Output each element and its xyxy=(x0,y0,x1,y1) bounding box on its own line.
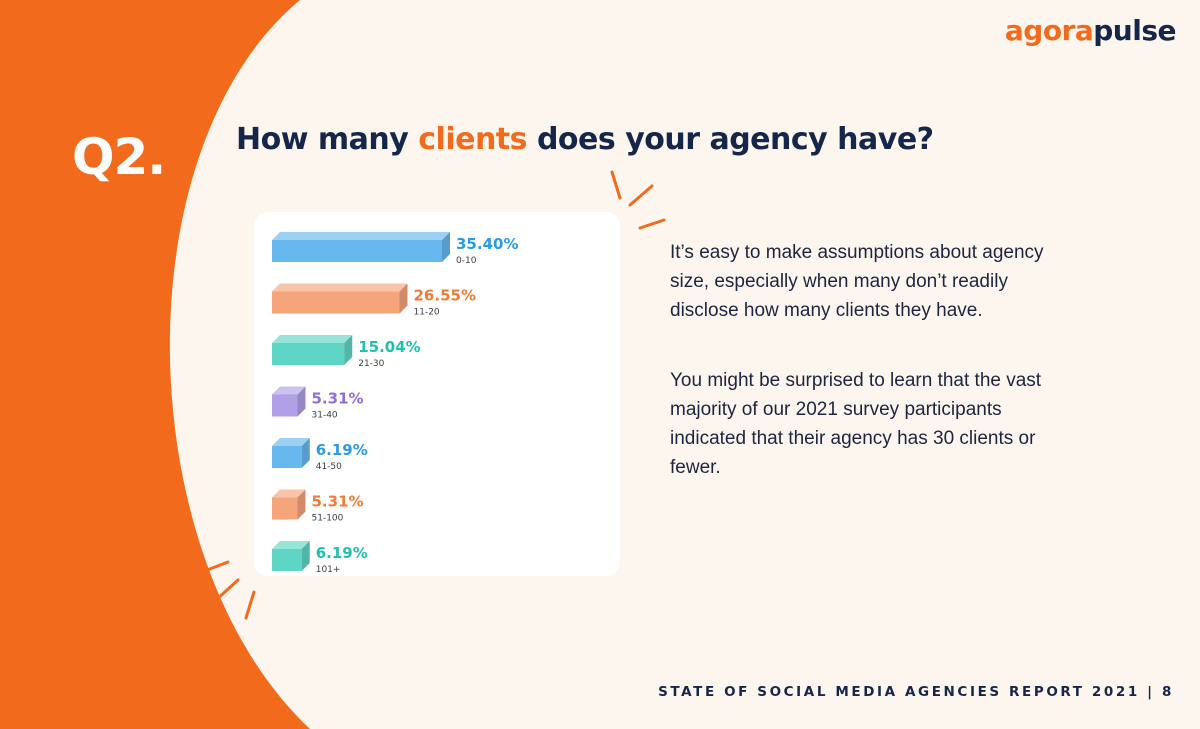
question-number: Q2. xyxy=(72,128,166,186)
bar-top-face xyxy=(272,283,408,292)
body-paragraph-2: You might be surprised to learn that the… xyxy=(670,370,1042,478)
logo-part1: agora xyxy=(1004,14,1094,47)
bar-side-face xyxy=(297,386,306,417)
agorapulse-logo: agorapulse xyxy=(1004,14,1177,47)
title-before: How many xyxy=(236,122,419,157)
value-label: 26.55% xyxy=(414,287,476,305)
bar-front-face xyxy=(272,497,298,520)
bar-top-face xyxy=(272,232,450,240)
bar-front-face xyxy=(272,291,400,314)
bar-11-20: 26.55% 11-20 xyxy=(272,283,476,318)
burst-lines-bottom xyxy=(200,560,256,620)
category-label: 31-40 xyxy=(312,411,338,421)
category-label: 0-10 xyxy=(456,256,477,266)
bar-side-face xyxy=(301,541,310,571)
value-label: 15.04% xyxy=(358,338,420,356)
category-label: 41-50 xyxy=(316,462,342,472)
bar-side-face xyxy=(442,232,450,262)
bar-front-face xyxy=(272,394,298,417)
category-label: 51-100 xyxy=(312,514,344,524)
bar-front-face xyxy=(272,446,302,468)
body-paragraph-1: It’s easy to make assumptions about agen… xyxy=(670,242,1044,321)
bar-top-face xyxy=(272,438,310,446)
page-title: How many clients does your agency have? xyxy=(236,122,934,158)
bar-side-face xyxy=(297,489,306,520)
category-label: 11-20 xyxy=(414,308,440,318)
bar-top-face xyxy=(272,386,306,395)
title-after: does your agency have? xyxy=(527,122,934,157)
bar-side-face xyxy=(344,335,353,365)
chart-card: 35.40% 0-10 26.55% 11-20 15.04% 21-30 5.31% 31-… xyxy=(254,212,620,576)
logo-part2: pulse xyxy=(1093,14,1176,47)
value-label: 5.31% xyxy=(312,493,364,511)
bar-chart: 35.40% 0-10 26.55% 11-20 15.04% 21-30 5.31% 31-… xyxy=(272,232,518,575)
bar-top-face xyxy=(272,541,310,549)
bar-top-face xyxy=(272,489,306,498)
value-label: 35.40% xyxy=(456,235,518,253)
burst-lines-top xyxy=(610,170,666,230)
value-label: 6.19% xyxy=(316,544,368,562)
bar-side-face xyxy=(399,283,408,314)
bar-front-face xyxy=(272,343,345,365)
category-label: 21-30 xyxy=(358,359,384,369)
value-label: 6.19% xyxy=(316,441,368,459)
orange-arc-panel xyxy=(0,0,310,729)
value-label: 5.31% xyxy=(312,390,364,408)
bar-front-face xyxy=(272,240,442,262)
bar-51-100: 5.31% 51-100 xyxy=(272,489,364,524)
bar-0-10: 35.40% 0-10 xyxy=(272,232,518,266)
bar-31-40: 5.31% 31-40 xyxy=(272,386,364,421)
bar-101+: 6.19% 101+ xyxy=(272,541,368,575)
bar-41-50: 6.19% 41-50 xyxy=(272,438,368,472)
bar-top-face xyxy=(272,335,353,343)
footer-report-label: STATE OF SOCIAL MEDIA AGENCIES REPORT 20… xyxy=(658,684,1174,700)
category-label: 101+ xyxy=(316,565,341,575)
title-highlight: clients xyxy=(418,122,528,157)
bar-side-face xyxy=(301,438,310,468)
bar-21-30: 15.04% 21-30 xyxy=(272,335,421,369)
bar-front-face xyxy=(272,549,302,571)
